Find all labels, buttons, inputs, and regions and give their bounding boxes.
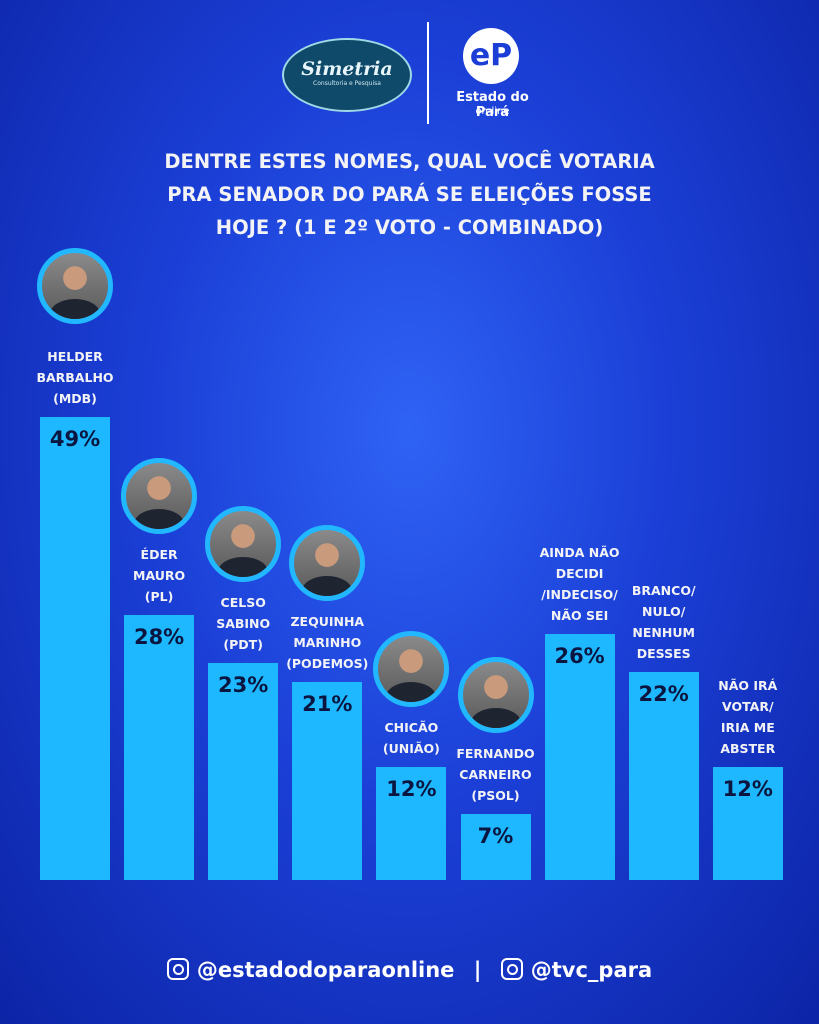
logo-simetria: Simetria Consultoria e Pesquisa	[282, 38, 412, 112]
category-label: ZEQUINHA MARINHO (PODEMOS)	[286, 613, 369, 671]
category-column: NÃO IRÁ VOTAR/ IRIA ME ABSTER	[700, 675, 796, 759]
candidate-photo	[457, 656, 534, 733]
bar	[208, 662, 279, 880]
category-label: AINDA NÃO DECIDI /INDECISO/ NÃO SEI	[539, 545, 620, 624]
bar	[124, 615, 195, 880]
handle: @tvc_para	[530, 958, 653, 982]
separator: |	[473, 958, 482, 982]
value-label: 21%	[302, 691, 353, 716]
category-label: BRANCO/ NULO/ NENHUM DESSES	[631, 583, 696, 662]
category-label: NÃO IRÁ VOTAR/ IRIA ME ABSTER	[718, 677, 778, 756]
category-column: CHICÃO (UNIÃO)	[363, 630, 459, 759]
value-label: 22%	[638, 682, 689, 707]
value-label: 26%	[554, 644, 605, 669]
category-column: AINDA NÃO DECIDI /INDECISO/ NÃO SEI	[532, 542, 628, 626]
candidate-photo	[121, 458, 198, 535]
category-column: ÉDER MAURO (PL)	[111, 458, 207, 607]
candidate-photo	[289, 524, 366, 601]
value-label: 23%	[218, 672, 269, 697]
instagram-icon	[500, 958, 523, 980]
value-label: 12%	[722, 776, 773, 801]
category-column: CELSO SABINO (PDT)	[195, 505, 291, 655]
bar	[628, 672, 699, 880]
chart-title: DENTRE ESTES NOMES, QUAL VOCÊ VOTARIA PR…	[164, 150, 655, 239]
category-label: HELDER BARBALHO (MDB)	[36, 348, 114, 406]
bar	[40, 416, 110, 880]
logo-ep: eP	[463, 28, 519, 84]
footer: @estadodoparaonline | @tvc_para	[0, 958, 819, 982]
category-column: ZEQUINHA MARINHO (PODEMOS)	[279, 524, 375, 674]
category-label: CHICÃO (UNIÃO)	[382, 719, 440, 756]
value-label: 28%	[133, 625, 185, 650]
category-column: HELDER BARBALHO (MDB)	[27, 247, 123, 409]
instagram-icon	[166, 958, 189, 980]
category-label: FERNANDO CARNEIRO (PSOL)	[456, 745, 535, 803]
candidate-photo	[205, 505, 282, 582]
bar	[460, 813, 531, 880]
candidate-photo	[373, 630, 450, 707]
handle: @estadodoparaonline	[196, 958, 455, 982]
value-label: 49%	[49, 426, 101, 451]
brand-text: Simetria	[301, 58, 393, 80]
bar	[376, 766, 447, 880]
brand-sub: on-line	[475, 106, 510, 117]
category-column: FERNANDO CARNEIRO (PSOL)	[448, 656, 544, 806]
divider	[427, 22, 429, 124]
category-label: ÉDER MAURO (PL)	[133, 547, 186, 605]
bar	[544, 634, 615, 880]
value-label: 7%	[477, 823, 514, 848]
bar	[712, 766, 783, 880]
brand-text: Estado do Pará	[456, 90, 529, 120]
candidate-photo	[37, 247, 113, 324]
category-label: CELSO SABINO (PDT)	[216, 594, 271, 652]
category-column: BRANCO/ NULO/ NENHUM DESSES	[616, 580, 712, 664]
bar	[292, 681, 363, 880]
brand-sub: Consultoria e Pesquisa	[313, 80, 381, 87]
value-label: 12%	[386, 776, 437, 801]
